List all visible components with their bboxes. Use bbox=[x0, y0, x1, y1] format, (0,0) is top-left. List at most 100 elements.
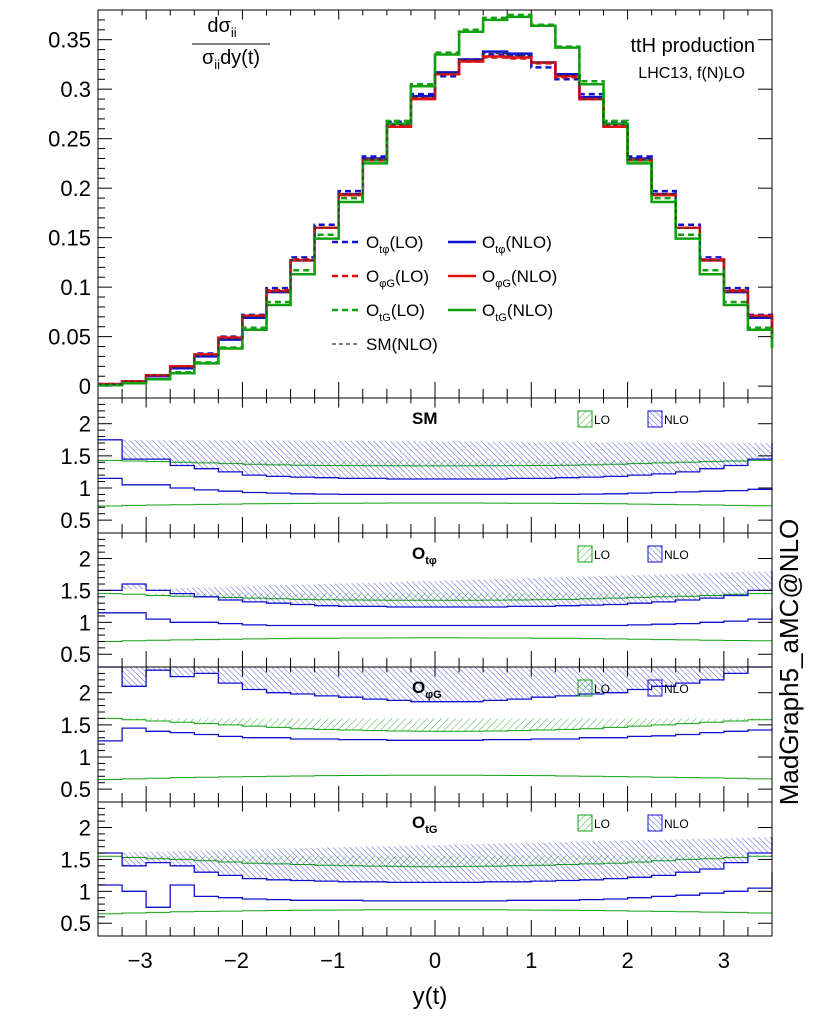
nlo-band bbox=[98, 571, 772, 607]
y-tick-label: 0.25 bbox=[48, 127, 91, 152]
legend-entry-4: OtG(LO) bbox=[366, 301, 425, 324]
legend-entry-0-sub: tφ bbox=[379, 244, 389, 256]
side-label: MadGraph5_aMC@NLO bbox=[774, 519, 804, 806]
ratio-panel-label-main: SM bbox=[412, 409, 438, 428]
ratio-panel-label: OtG bbox=[412, 813, 438, 836]
legend-nlo-box bbox=[647, 410, 663, 428]
ratio-panel-label-sub: tφ bbox=[425, 555, 437, 567]
x-tick-label: −3 bbox=[128, 948, 153, 973]
legend-nlo-box bbox=[647, 545, 663, 563]
ratio-panels: 0.5 1 1.5 2 SM LO NLO 0.5 1 1.5 2 Otφ LO NLO 0.5 1 1.5 2 O… bbox=[60, 397, 773, 937]
y-tick-label: 0.5 bbox=[60, 777, 91, 802]
y-label-num-sub: ii bbox=[231, 25, 237, 40]
legend-entry-0: Otφ(LO) bbox=[366, 233, 423, 256]
y-tick-label: 1.5 bbox=[60, 578, 91, 603]
nlo-band-upper bbox=[98, 837, 773, 884]
legend-entry-5-sub: tG bbox=[495, 312, 507, 324]
x-tick-label: −2 bbox=[224, 948, 249, 973]
y-label-numerator: dσii bbox=[207, 15, 236, 40]
y-tick-label: 0.1 bbox=[60, 275, 91, 300]
ratio-panel-label-sub: tG bbox=[425, 824, 437, 836]
nlo-band-lower bbox=[98, 477, 773, 496]
y-label-den-tail: dy(t) bbox=[220, 47, 260, 69]
legend-lo-label: LO bbox=[594, 413, 610, 427]
series-line-5 bbox=[98, 15, 774, 387]
nlo-band-upper bbox=[98, 571, 773, 608]
legend-lo-label: LO bbox=[594, 817, 610, 831]
y-tick-label: 2 bbox=[79, 816, 91, 841]
legend-entry-4-main: O bbox=[366, 301, 379, 320]
y-tick-label: 2 bbox=[79, 681, 91, 706]
legend-entry-3-main: O bbox=[482, 267, 495, 286]
ratio-panel-0: 0.5 1 1.5 2 SM LO NLO bbox=[60, 397, 773, 534]
legend-entry-1: Otφ(NLO) bbox=[482, 233, 552, 256]
series-line-6 bbox=[98, 53, 773, 385]
series-line-4 bbox=[98, 13, 774, 387]
legend-lo-label: LO bbox=[594, 548, 610, 562]
nlo-band-lower bbox=[98, 727, 773, 742]
legend-entry-3-sub: φG bbox=[495, 278, 511, 290]
lo-band-lower bbox=[98, 637, 773, 642]
y-tick-label: 1.5 bbox=[60, 847, 91, 872]
legend-entry-5-tail: (NLO) bbox=[507, 301, 553, 320]
legend-lo-box bbox=[577, 545, 593, 563]
legend-entry-2-tail: (LO) bbox=[395, 267, 429, 286]
legend-lo-box bbox=[577, 679, 593, 697]
y-tick-label: 0.15 bbox=[48, 226, 91, 251]
legend-nlo-label: NLO bbox=[664, 682, 689, 696]
y-tick-label: 1 bbox=[79, 745, 91, 770]
y-tick-label: 1.5 bbox=[60, 444, 91, 469]
ratio-panel-label: OφG bbox=[412, 678, 442, 701]
legend-entry-2-sub: φG bbox=[379, 278, 395, 290]
y-axis-label: dσii σ ii dy(t) bbox=[192, 15, 270, 72]
x-tick-label: 0 bbox=[429, 948, 441, 973]
y-label-num-main: dσ bbox=[207, 15, 231, 37]
legend-entry-4-sub: tG bbox=[379, 312, 391, 324]
y-label-den-main: σ bbox=[202, 47, 215, 69]
ratio-panel-2: 0.5 1 1.5 2 OφG LO NLO bbox=[60, 666, 773, 803]
legend-entry-2-main: O bbox=[366, 267, 379, 286]
legend-entry-4-tail: (LO) bbox=[391, 301, 425, 320]
legend-nlo-label: NLO bbox=[664, 548, 689, 562]
x-tick-label: 3 bbox=[718, 948, 730, 973]
lo-band-upper bbox=[98, 717, 773, 732]
legend-nlo-label: NLO bbox=[664, 817, 689, 831]
nlo-band-lower bbox=[98, 872, 773, 908]
ratio-panel-label-main: O bbox=[412, 678, 425, 697]
legend-entry-5-main: O bbox=[482, 301, 495, 320]
ratio-panel-label: Otφ bbox=[412, 544, 437, 567]
ratio-panel-1: 0.5 1 1.5 2 Otφ LO NLO bbox=[60, 532, 773, 668]
y-tick-label: 1 bbox=[79, 610, 91, 635]
y-tick-label: 2 bbox=[79, 547, 91, 572]
y-tick-label: 0.5 bbox=[60, 911, 91, 936]
nlo-band bbox=[98, 439, 772, 479]
y-tick-label: 2 bbox=[79, 412, 91, 437]
legend-entry-6-tail: (NLO) bbox=[392, 335, 438, 354]
y-tick-label: 1 bbox=[79, 476, 91, 501]
y-tick-label: 0.35 bbox=[48, 28, 91, 53]
y-tick-label: 0.2 bbox=[60, 176, 91, 201]
ratio-panel-label: SM bbox=[412, 409, 438, 428]
chart-title: ttH production bbox=[630, 35, 755, 57]
legend-nlo-label: NLO bbox=[664, 413, 689, 427]
y-tick-label: 1 bbox=[79, 879, 91, 904]
legend-entry-1-tail: (NLO) bbox=[505, 233, 551, 252]
x-axis-label: y(t) bbox=[413, 983, 448, 1010]
ratio-panel-3: 0.5 1 1.5 2 OtG LO NLO bbox=[60, 801, 773, 937]
ratio-panel-label-main: O bbox=[412, 813, 425, 832]
legend-entry-5: OtG(NLO) bbox=[482, 301, 553, 324]
chart-subtitle: LHC13, f(N)LO bbox=[638, 65, 745, 82]
y-tick-label: 0.3 bbox=[60, 77, 91, 102]
legend-entry-2: OφG(LO) bbox=[366, 267, 429, 290]
legend-entry-1-sub: tφ bbox=[495, 244, 505, 256]
ratio-panel-label-sub: φG bbox=[425, 689, 442, 701]
x-tick-label: 2 bbox=[621, 948, 633, 973]
y-tick-label: 0.05 bbox=[48, 325, 91, 350]
x-tick-label: 1 bbox=[525, 948, 537, 973]
legend-nlo-box bbox=[647, 679, 663, 697]
y-tick-label: 0.5 bbox=[60, 642, 91, 667]
legend-lo-box bbox=[577, 814, 593, 832]
legend-entry-6-main: SM bbox=[366, 335, 392, 354]
legend-entry-0-tail: (LO) bbox=[389, 233, 423, 252]
